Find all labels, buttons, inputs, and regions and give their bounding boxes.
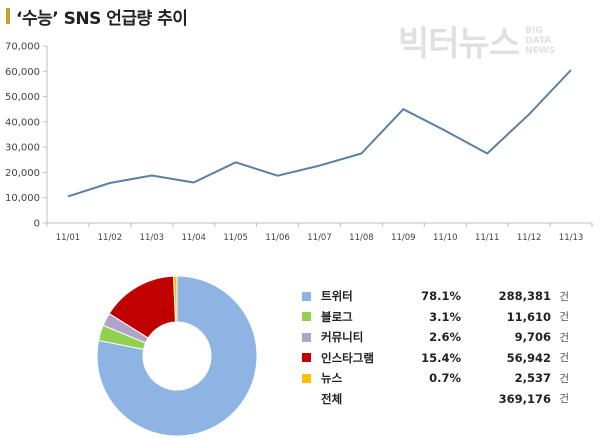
x-tick-label: 11/03 xyxy=(140,233,165,243)
legend-row: 뉴스 0.7% 2,537 건 xyxy=(302,368,592,389)
x-tick-label: 11/08 xyxy=(349,233,374,243)
legend-percent: 0.7% xyxy=(429,371,461,386)
legend-swatch-blank xyxy=(302,394,311,403)
x-tick-label: 11/01 xyxy=(56,233,81,243)
watermark-sub-line-3: NEWS xyxy=(525,45,556,56)
legend-unit: 건 xyxy=(559,311,569,324)
y-tick-label: 70,000 xyxy=(5,42,40,53)
legend-row: 커뮤니티 2.6% 9,706 건 xyxy=(302,327,592,348)
legend-swatch xyxy=(302,332,311,342)
legend-row: 트위터 78.1% 288,381 건 xyxy=(302,286,592,307)
legend-unit: 건 xyxy=(559,290,569,303)
x-tick-label: 11/12 xyxy=(517,233,542,243)
x-tick-label: 11/10 xyxy=(433,233,458,243)
legend-row: 블로그 3.1% 11,610 건 xyxy=(302,307,592,328)
y-tick-label: 0 xyxy=(34,219,40,230)
x-tick-label: 11/13 xyxy=(559,233,584,243)
y-tick-label: 40,000 xyxy=(5,117,40,128)
legend-percent: 2.6% xyxy=(429,330,461,345)
pie-slice xyxy=(96,275,258,437)
legend-total-unit: 건 xyxy=(559,393,569,406)
y-tick-label: 60,000 xyxy=(5,67,40,78)
x-tick-label: 11/11 xyxy=(475,233,500,243)
legend-row: 인스타그램 15.4% 56,942 건 xyxy=(302,348,592,369)
legend-count: 11,610 xyxy=(506,309,551,324)
x-tick-label: 11/06 xyxy=(265,233,290,243)
series-line xyxy=(67,69,572,198)
legend-swatch xyxy=(302,353,311,363)
legend-label: 뉴스 xyxy=(321,371,343,386)
pie-slice xyxy=(108,275,177,339)
watermark-sub-text: BIG DATA NEWS xyxy=(525,26,555,56)
watermark-main-text: 빅터뉴스 xyxy=(398,24,520,64)
legend-count: 56,942 xyxy=(506,350,551,365)
watermark-sub-line-2: DATA xyxy=(525,35,552,46)
legend-count: 288,381 xyxy=(498,289,551,304)
legend-total-count: 369,176 xyxy=(498,391,551,406)
legend-unit: 건 xyxy=(559,372,569,385)
y-tick-label: 30,000 xyxy=(5,143,40,154)
legend-label: 인스타그램 xyxy=(321,350,374,365)
pie-slice xyxy=(173,275,178,323)
legend-total-row: 전체 369,176 건 xyxy=(302,389,592,410)
y-tick-label: 50,000 xyxy=(5,92,40,103)
pie-slice xyxy=(102,312,149,344)
legend-count: 9,706 xyxy=(514,330,551,345)
legend-swatch xyxy=(302,291,311,301)
x-tick-label: 11/02 xyxy=(98,233,123,243)
title-accent-bar xyxy=(6,8,10,24)
legend-swatch xyxy=(302,312,311,322)
y-tick-label: 20,000 xyxy=(5,168,40,179)
y-tick-label: 10,000 xyxy=(5,193,40,204)
legend-percent: 78.1% xyxy=(421,289,461,304)
legend-label: 트위터 xyxy=(321,289,353,304)
legend-unit: 건 xyxy=(559,331,569,344)
line-chart: 0 10,000 20,000 30,000 40,000 50,000 60,000 70,… xyxy=(5,42,593,243)
chart-title: ‘수능’ SNS 언급량 추이 xyxy=(16,8,188,29)
legend-label: 커뮤니티 xyxy=(321,330,364,345)
watermark-logo: 빅터뉴스 BIG DATA NEWS xyxy=(398,16,555,65)
legend-unit: 건 xyxy=(559,352,569,365)
legend-percent: 3.1% xyxy=(429,309,461,324)
watermark-sub-line-1: BIG xyxy=(525,25,543,36)
chart-header: ‘수능’ SNS 언급량 추이 xyxy=(6,3,188,29)
pie-legend: 트위터 78.1% 288,381 건 블로그 3.1% 11,610 건 커뮤니티 2.6% 9,… xyxy=(302,286,592,409)
legend-swatch xyxy=(302,373,311,383)
legend-label: 블로그 xyxy=(321,309,353,324)
legend-total-label: 전체 xyxy=(321,391,343,406)
legend-percent: 15.4% xyxy=(421,350,461,365)
x-tick-label: 11/05 xyxy=(223,233,248,243)
x-tick-label: 11/09 xyxy=(391,233,416,243)
pie-slice xyxy=(97,324,147,350)
x-tick-label: 11/07 xyxy=(307,233,332,243)
legend-count: 2,537 xyxy=(514,371,551,386)
x-tick-label: 11/04 xyxy=(181,233,206,243)
